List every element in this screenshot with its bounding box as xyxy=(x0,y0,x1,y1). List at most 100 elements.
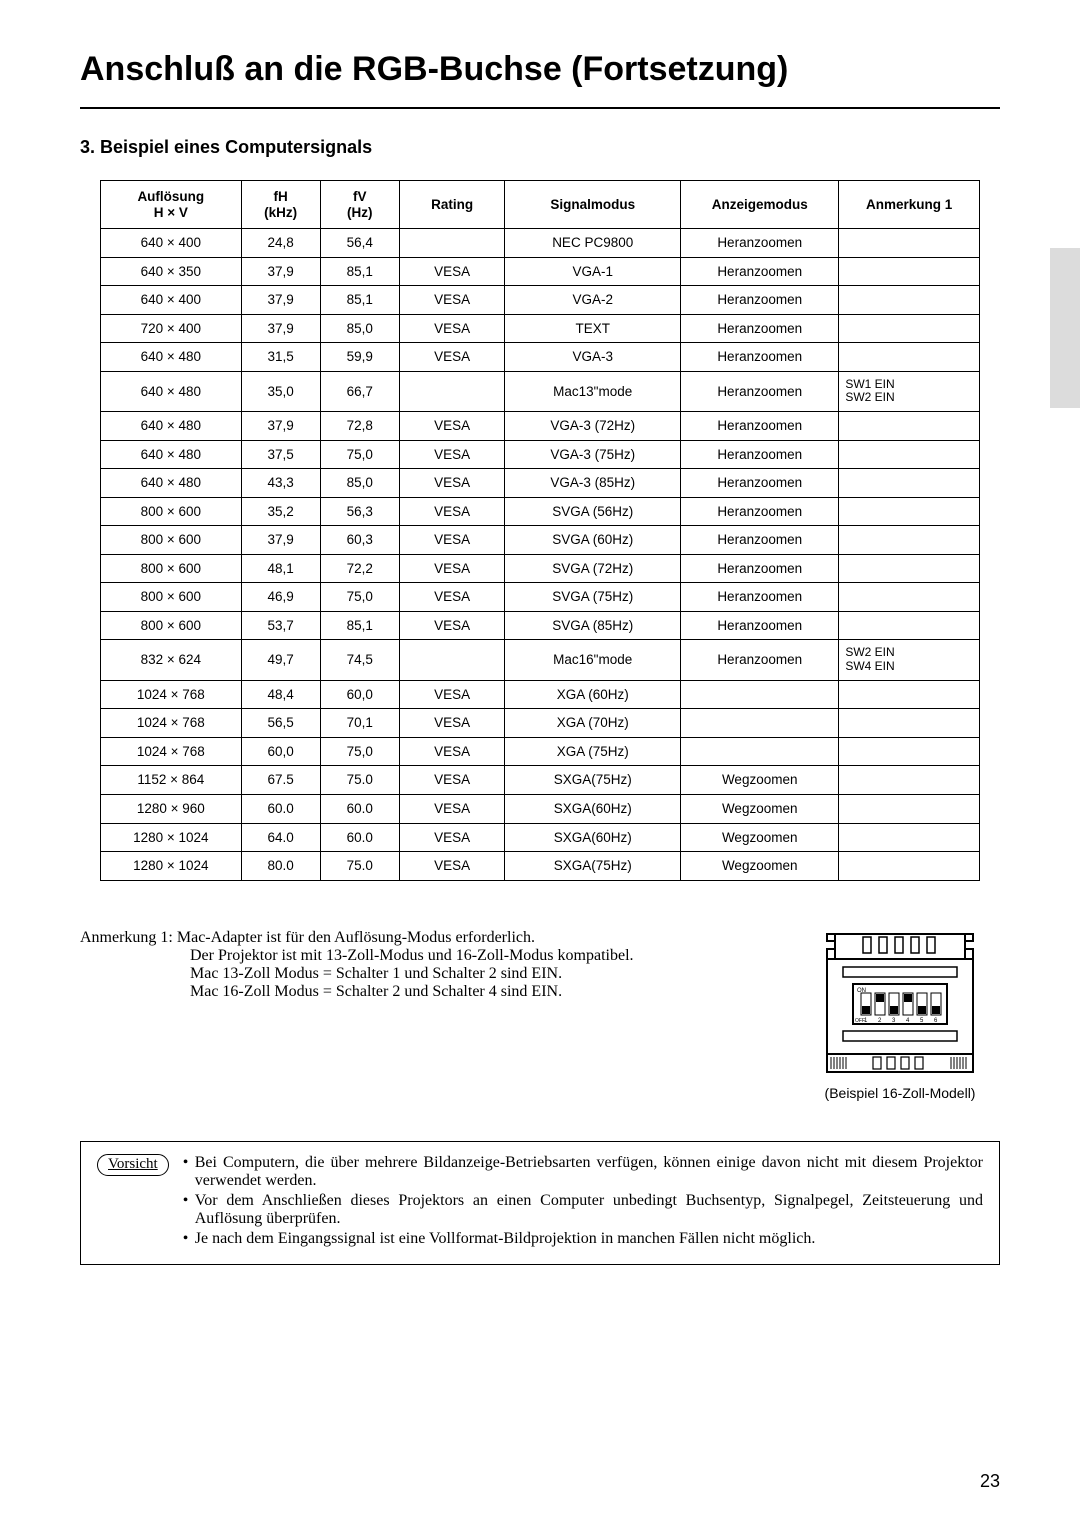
table-cell: 31,5 xyxy=(241,343,320,372)
col-header: fH(kHz) xyxy=(241,181,320,229)
table-row: 800 × 60053,785,1VESASVGA (85Hz)Heranzoo… xyxy=(101,611,980,640)
adapter-caption: (Beispiel 16-Zoll-Modell) xyxy=(800,1085,1000,1101)
table-cell: 37,9 xyxy=(241,526,320,555)
table-cell: 85,1 xyxy=(320,257,399,286)
table-cell: Heranzoomen xyxy=(681,440,839,469)
table-cell: 800 × 600 xyxy=(101,526,242,555)
col-header: fV(Hz) xyxy=(320,181,399,229)
table-cell: Heranzoomen xyxy=(681,412,839,441)
table-cell: XGA (60Hz) xyxy=(505,680,681,709)
table-cell: 1024 × 768 xyxy=(101,737,242,766)
table-row: 720 × 40037,985,0VESATEXTHeranzoomen xyxy=(101,314,980,343)
page-title: Anschluß an die RGB-Buchse (Fortsetzung) xyxy=(80,50,1000,109)
table-row: 800 × 60046,975,0VESASVGA (75Hz)Heranzoo… xyxy=(101,583,980,612)
table-cell: 37,9 xyxy=(241,412,320,441)
table-cell: SVGA (56Hz) xyxy=(505,497,681,526)
table-cell xyxy=(839,412,980,441)
table-row: 832 × 62449,774,5Mac16"modeHeranzoomenSW… xyxy=(101,640,980,681)
table-cell: 1280 × 1024 xyxy=(101,823,242,852)
table-cell: 46,9 xyxy=(241,583,320,612)
table-cell xyxy=(839,680,980,709)
table-cell xyxy=(839,526,980,555)
table-cell: Heranzoomen xyxy=(681,257,839,286)
table-cell: VESA xyxy=(399,737,504,766)
table-row: 1280 × 102480.075.0VESASXGA(75Hz)Wegzoom… xyxy=(101,852,980,881)
table-cell: 75,0 xyxy=(320,583,399,612)
table-cell: VESA xyxy=(399,794,504,823)
table-row: 1024 × 76860,075,0VESAXGA (75Hz) xyxy=(101,737,980,766)
table-cell: 56,4 xyxy=(320,229,399,258)
table-cell: 60.0 xyxy=(320,823,399,852)
mac-adapter-diagram: ON123456OFF (Beispiel 16-Zoll-Modell) xyxy=(800,929,1000,1101)
table-cell: VESA xyxy=(399,680,504,709)
table-cell: XGA (75Hz) xyxy=(505,737,681,766)
table-cell: VESA xyxy=(399,583,504,612)
table-cell: 59,9 xyxy=(320,343,399,372)
table-cell xyxy=(839,583,980,612)
table-cell: 72,2 xyxy=(320,554,399,583)
table-cell xyxy=(839,554,980,583)
table-cell: Mac16"mode xyxy=(505,640,681,681)
table-cell: 1280 × 1024 xyxy=(101,852,242,881)
table-cell: 1024 × 768 xyxy=(101,709,242,738)
table-cell: 800 × 600 xyxy=(101,611,242,640)
caution-item: •Bei Computern, die über mehrere Bildanz… xyxy=(183,1154,983,1190)
table-row: 800 × 60035,256,3VESASVGA (56Hz)Heranzoo… xyxy=(101,497,980,526)
table-row: 800 × 60037,960,3VESASVGA (60Hz)Heranzoo… xyxy=(101,526,980,555)
table-cell xyxy=(681,680,839,709)
table-cell: 60,0 xyxy=(241,737,320,766)
table-cell: 720 × 400 xyxy=(101,314,242,343)
table-cell: VGA-3 (85Hz) xyxy=(505,469,681,498)
table-cell xyxy=(399,371,504,412)
col-header: AuflösungH × V xyxy=(101,181,242,229)
table-cell: VESA xyxy=(399,343,504,372)
table-cell: 75.0 xyxy=(320,852,399,881)
table-cell: 37,9 xyxy=(241,257,320,286)
table-cell: VESA xyxy=(399,766,504,795)
table-cell xyxy=(839,794,980,823)
table-cell: 640 × 350 xyxy=(101,257,242,286)
table-cell: 64.0 xyxy=(241,823,320,852)
table-cell: 67.5 xyxy=(241,766,320,795)
table-cell: 640 × 480 xyxy=(101,440,242,469)
table-cell: 37,5 xyxy=(241,440,320,469)
table-cell: 60,0 xyxy=(320,680,399,709)
table-cell: Heranzoomen xyxy=(681,343,839,372)
table-cell xyxy=(839,286,980,315)
table-cell: SXGA(75Hz) xyxy=(505,766,681,795)
table-cell: VESA xyxy=(399,852,504,881)
table-cell: VESA xyxy=(399,554,504,583)
table-cell: VESA xyxy=(399,314,504,343)
table-row: 640 × 48031,559,9VESAVGA-3Heranzoomen xyxy=(101,343,980,372)
table-cell: 800 × 600 xyxy=(101,583,242,612)
table-cell: Heranzoomen xyxy=(681,371,839,412)
table-cell: Heranzoomen xyxy=(681,611,839,640)
table-cell: VESA xyxy=(399,709,504,738)
table-row: 640 × 48043,385,0VESAVGA-3 (85Hz)Heranzo… xyxy=(101,469,980,498)
table-cell: 640 × 480 xyxy=(101,469,242,498)
table-cell: 24,8 xyxy=(241,229,320,258)
table-cell: SW2 EINSW4 EIN xyxy=(839,640,980,681)
table-cell: SVGA (72Hz) xyxy=(505,554,681,583)
table-cell xyxy=(839,852,980,881)
table-cell: 640 × 400 xyxy=(101,229,242,258)
note-1-label: Anmerkung 1: xyxy=(80,929,173,947)
caution-item: •Vor dem Anschließen dieses Projektors a… xyxy=(183,1192,983,1228)
table-cell: 70,1 xyxy=(320,709,399,738)
table-cell xyxy=(839,257,980,286)
table-cell xyxy=(839,611,980,640)
svg-text:OFF: OFF xyxy=(855,1018,865,1024)
table-cell xyxy=(839,823,980,852)
table-cell: XGA (70Hz) xyxy=(505,709,681,738)
table-cell: 640 × 480 xyxy=(101,343,242,372)
table-row: 640 × 40037,985,1VESAVGA-2Heranzoomen xyxy=(101,286,980,315)
table-cell: 49,7 xyxy=(241,640,320,681)
table-cell: SVGA (85Hz) xyxy=(505,611,681,640)
table-cell xyxy=(839,766,980,795)
table-cell: 56,5 xyxy=(241,709,320,738)
table-row: 800 × 60048,172,2VESASVGA (72Hz)Heranzoo… xyxy=(101,554,980,583)
table-cell: Heranzoomen xyxy=(681,554,839,583)
table-cell: 832 × 624 xyxy=(101,640,242,681)
table-cell xyxy=(399,640,504,681)
table-cell: 35,2 xyxy=(241,497,320,526)
